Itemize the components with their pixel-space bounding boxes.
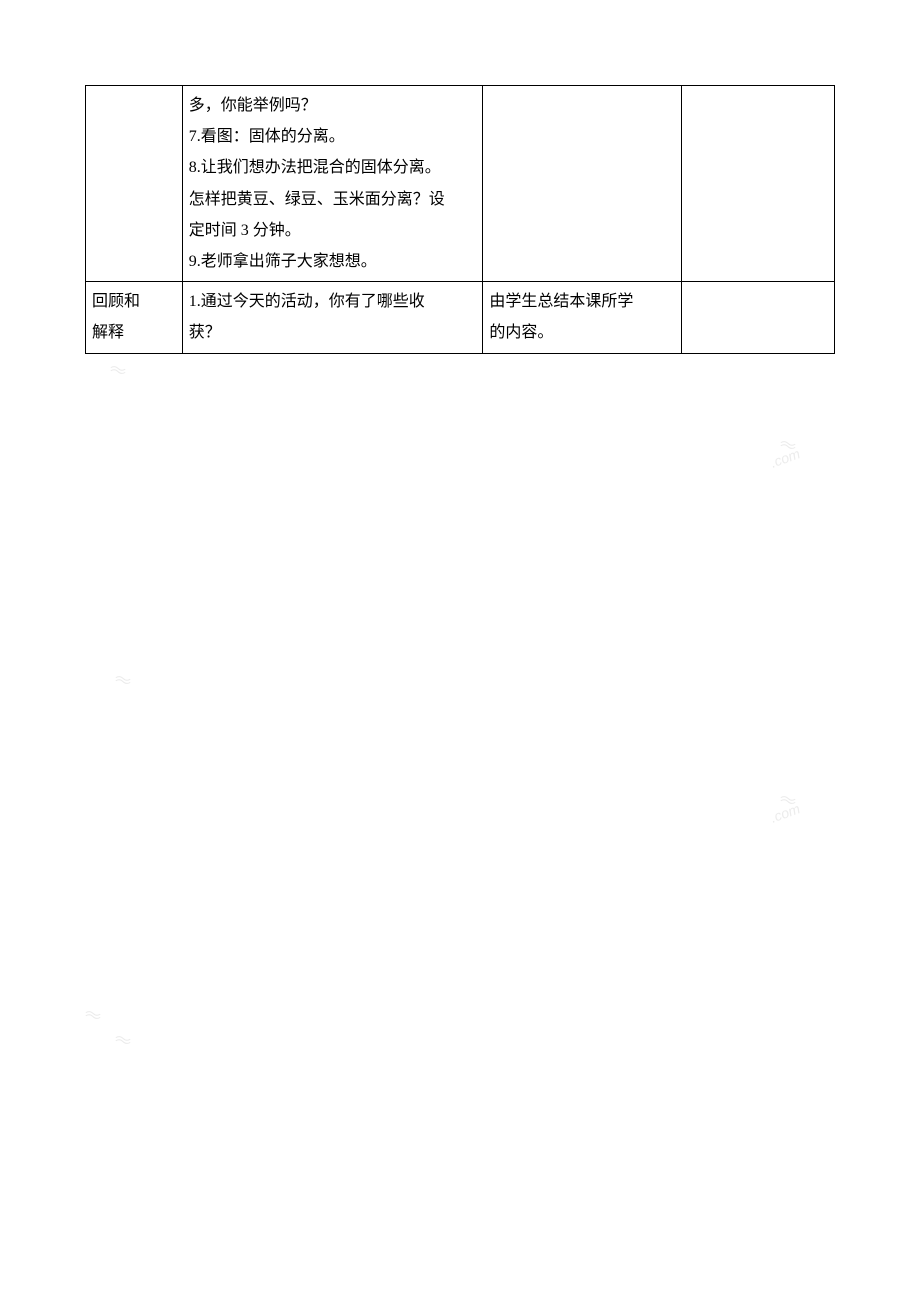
cell-notes [682, 86, 835, 282]
cell-stage [86, 86, 183, 282]
cell-student-activity [483, 86, 682, 282]
cell-teacher-activity: 多，你能举例吗？ 7.看图：固体的分离。 8.让我们想办法把混合的固体分离。 怎… [182, 86, 483, 282]
table-row: 回顾和 解释 1.通过今天的活动，你有了哪些收 获？ 由学生总结本课所学 的内容… [86, 282, 835, 353]
text-line: 获？ [189, 317, 477, 348]
text-line: 解释 [92, 317, 176, 348]
watermark-stroke-icon [115, 1035, 131, 1045]
watermark-stroke-icon [115, 675, 131, 685]
cell-stage: 回顾和 解释 [86, 282, 183, 353]
cell-notes [682, 282, 835, 353]
text-line: 由学生总结本课所学 [489, 286, 675, 317]
text-line: 7.看图：固体的分离。 [189, 121, 477, 152]
text-line: 多，你能举例吗？ [189, 90, 477, 121]
watermark-stroke-icon [780, 440, 796, 450]
watermark-stroke-icon [85, 1010, 101, 1020]
watermark-stroke-icon [110, 365, 126, 375]
text-line: 8.让我们想办法把混合的固体分离。 [189, 152, 477, 183]
watermark-text: .com [768, 800, 802, 825]
watermark-text: .com [768, 445, 802, 470]
text-line: 怎样把黄豆、绿豆、玉米面分离？设 [189, 184, 477, 215]
lesson-plan-table: 多，你能举例吗？ 7.看图：固体的分离。 8.让我们想办法把混合的固体分离。 怎… [85, 85, 835, 354]
text-line: 的内容。 [489, 317, 675, 348]
watermark-stroke-icon [780, 795, 796, 805]
table-row: 多，你能举例吗？ 7.看图：固体的分离。 8.让我们想办法把混合的固体分离。 怎… [86, 86, 835, 282]
text-line: 9.老师拿出筛子大家想想。 [189, 246, 477, 277]
text-line: 定时间 3 分钟。 [189, 215, 477, 246]
text-line: 回顾和 [92, 286, 176, 317]
cell-student-activity: 由学生总结本课所学 的内容。 [483, 282, 682, 353]
text-line: 1.通过今天的活动，你有了哪些收 [189, 286, 477, 317]
page-container: 多，你能举例吗？ 7.看图：固体的分离。 8.让我们想办法把混合的固体分离。 怎… [0, 0, 920, 354]
cell-teacher-activity: 1.通过今天的活动，你有了哪些收 获？ [182, 282, 483, 353]
